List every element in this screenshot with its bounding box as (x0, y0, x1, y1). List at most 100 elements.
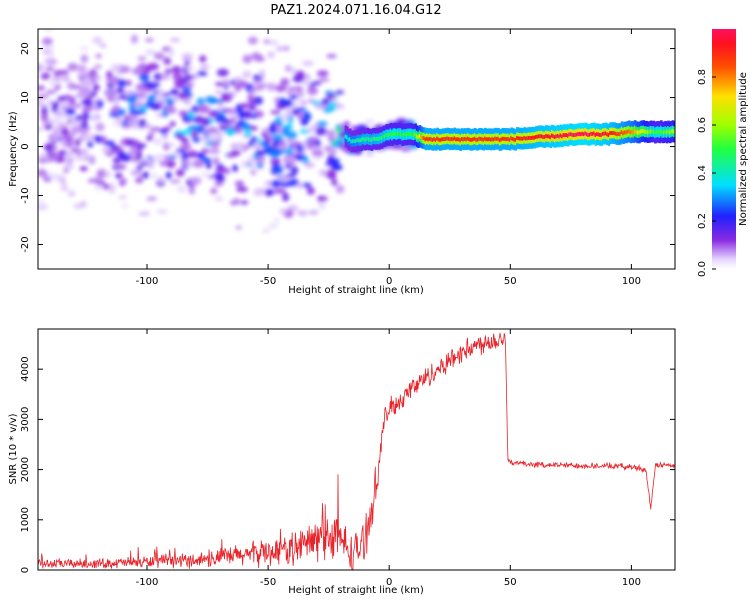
heatmap-cell (441, 137, 445, 142)
heatmap-cell (282, 192, 290, 202)
heatmap-cell (312, 155, 323, 160)
heatmap-cell (632, 130, 635, 135)
heatmap-cell (118, 195, 128, 200)
heatmap-cell (469, 137, 473, 142)
heatmap-cell (135, 92, 148, 97)
heatmap-cell (661, 130, 665, 135)
heatmap-cell (552, 134, 556, 139)
heatmap-cell (312, 100, 321, 106)
heatmap-cell (45, 66, 55, 72)
heatmap-cell (240, 160, 247, 168)
heatmap-cell (439, 138, 442, 142)
heatmap-cell (254, 149, 266, 156)
heatmap-cell (87, 178, 98, 183)
heatmap-cell (217, 103, 225, 112)
heatmap-xlabel: Height of straight line (km) (288, 285, 424, 296)
heatmap-x-axis: -100 -50 0 50 100 (136, 29, 641, 287)
heatmap-cell (404, 132, 407, 137)
heatmap-cell (130, 34, 139, 44)
heatmap-cell (50, 101, 60, 107)
heatmap-cell (110, 63, 122, 73)
heatmap-cell (178, 110, 186, 117)
heatmap-cell (604, 131, 608, 136)
heatmap-cell (671, 129, 675, 134)
heatmap-cell (532, 135, 535, 140)
heatmap-cell (444, 136, 448, 141)
heatmap-cell (524, 136, 528, 141)
heatmap-cell (556, 133, 560, 138)
heatmap-cell (120, 120, 129, 126)
heatmap-cell (378, 137, 381, 141)
heatmap-cell (273, 218, 281, 223)
heatmap-cell (510, 136, 513, 141)
heatmap-cell (95, 122, 105, 132)
heatmap-cell (142, 171, 150, 179)
heatmap-cell (192, 159, 205, 168)
heatmap-cell (324, 145, 332, 152)
snr-ylabel: SNR (10 * v/v) (8, 413, 19, 484)
heatmap-cell (182, 87, 192, 94)
heatmap-cell (92, 83, 100, 92)
heatmap-cell (79, 87, 92, 95)
heatmap-cell (613, 131, 617, 136)
heatmap-cell (321, 196, 328, 202)
heatmap-cell (92, 36, 103, 45)
heatmap-cell (485, 137, 489, 142)
heatmap-cell (533, 135, 537, 140)
heatmap-cell (68, 96, 76, 104)
heatmap-cell (236, 80, 249, 89)
heatmap-cell (307, 86, 319, 96)
heatmap-cell (141, 9, 152, 15)
heatmap-cell (192, 137, 201, 143)
heatmap-cell (158, 176, 165, 184)
heatmap-cell (263, 39, 271, 44)
heatmap-cell (588, 132, 592, 137)
colorbar: 0.0 0.2 0.4 0.6 0.8 Normalized spectral ampl… (697, 29, 749, 277)
heatmap-cell (225, 108, 237, 113)
heatmap-cell (553, 135, 557, 140)
heatmap-cell (220, 93, 233, 102)
heatmap-cell (60, 127, 70, 137)
heatmap-cell (549, 135, 553, 140)
heatmap-cell (401, 133, 404, 138)
heatmap-cell (214, 181, 224, 187)
heatmap-cell (280, 78, 290, 86)
heatmap-cell (607, 133, 611, 138)
heatmap-cell (598, 132, 602, 137)
heatmap-cell (500, 137, 503, 142)
heatmap-cell (272, 148, 284, 156)
heatmap-cell (248, 104, 257, 111)
heatmap-cell (230, 112, 239, 120)
heatmap-cell (529, 135, 532, 140)
heatmap-cell (587, 133, 590, 137)
heatmap-cell (199, 64, 210, 70)
figure-title: PAZ1.2024.071.16.04.G12 (270, 3, 441, 18)
heatmap-cell (275, 84, 287, 93)
heatmap-cell (421, 136, 425, 140)
y-tick-label: 10 (20, 91, 31, 104)
heatmap-cell (265, 189, 275, 197)
heatmap-cell (126, 95, 138, 104)
heatmap-cell (434, 137, 438, 142)
heatmap-cell (210, 140, 220, 148)
heatmap-cell (207, 131, 219, 141)
heatmap-cell (119, 153, 132, 162)
heatmap-cell (287, 86, 294, 92)
heatmap-cell (144, 123, 152, 129)
heatmap-cell (521, 136, 525, 141)
heatmap-cell (262, 228, 271, 234)
heatmap-cell (402, 132, 406, 137)
heatmap-cell (184, 66, 194, 71)
heatmap-cell (62, 101, 69, 109)
heatmap-cell (651, 129, 654, 134)
heatmap-cell (450, 136, 454, 141)
heatmap-ridge-layer (344, 120, 675, 153)
snr-panel: -100 -50 0 50 100 0 1000 2000 3000 4000 Height o… (8, 328, 676, 596)
heatmap-cell (235, 225, 242, 230)
heatmap-cell (150, 172, 157, 180)
heatmap-scatter-layer (38, 9, 419, 234)
heatmap-cell (312, 145, 324, 151)
heatmap-cell (163, 57, 172, 66)
heatmap-cell (50, 152, 60, 162)
heatmap-cell (75, 156, 83, 162)
